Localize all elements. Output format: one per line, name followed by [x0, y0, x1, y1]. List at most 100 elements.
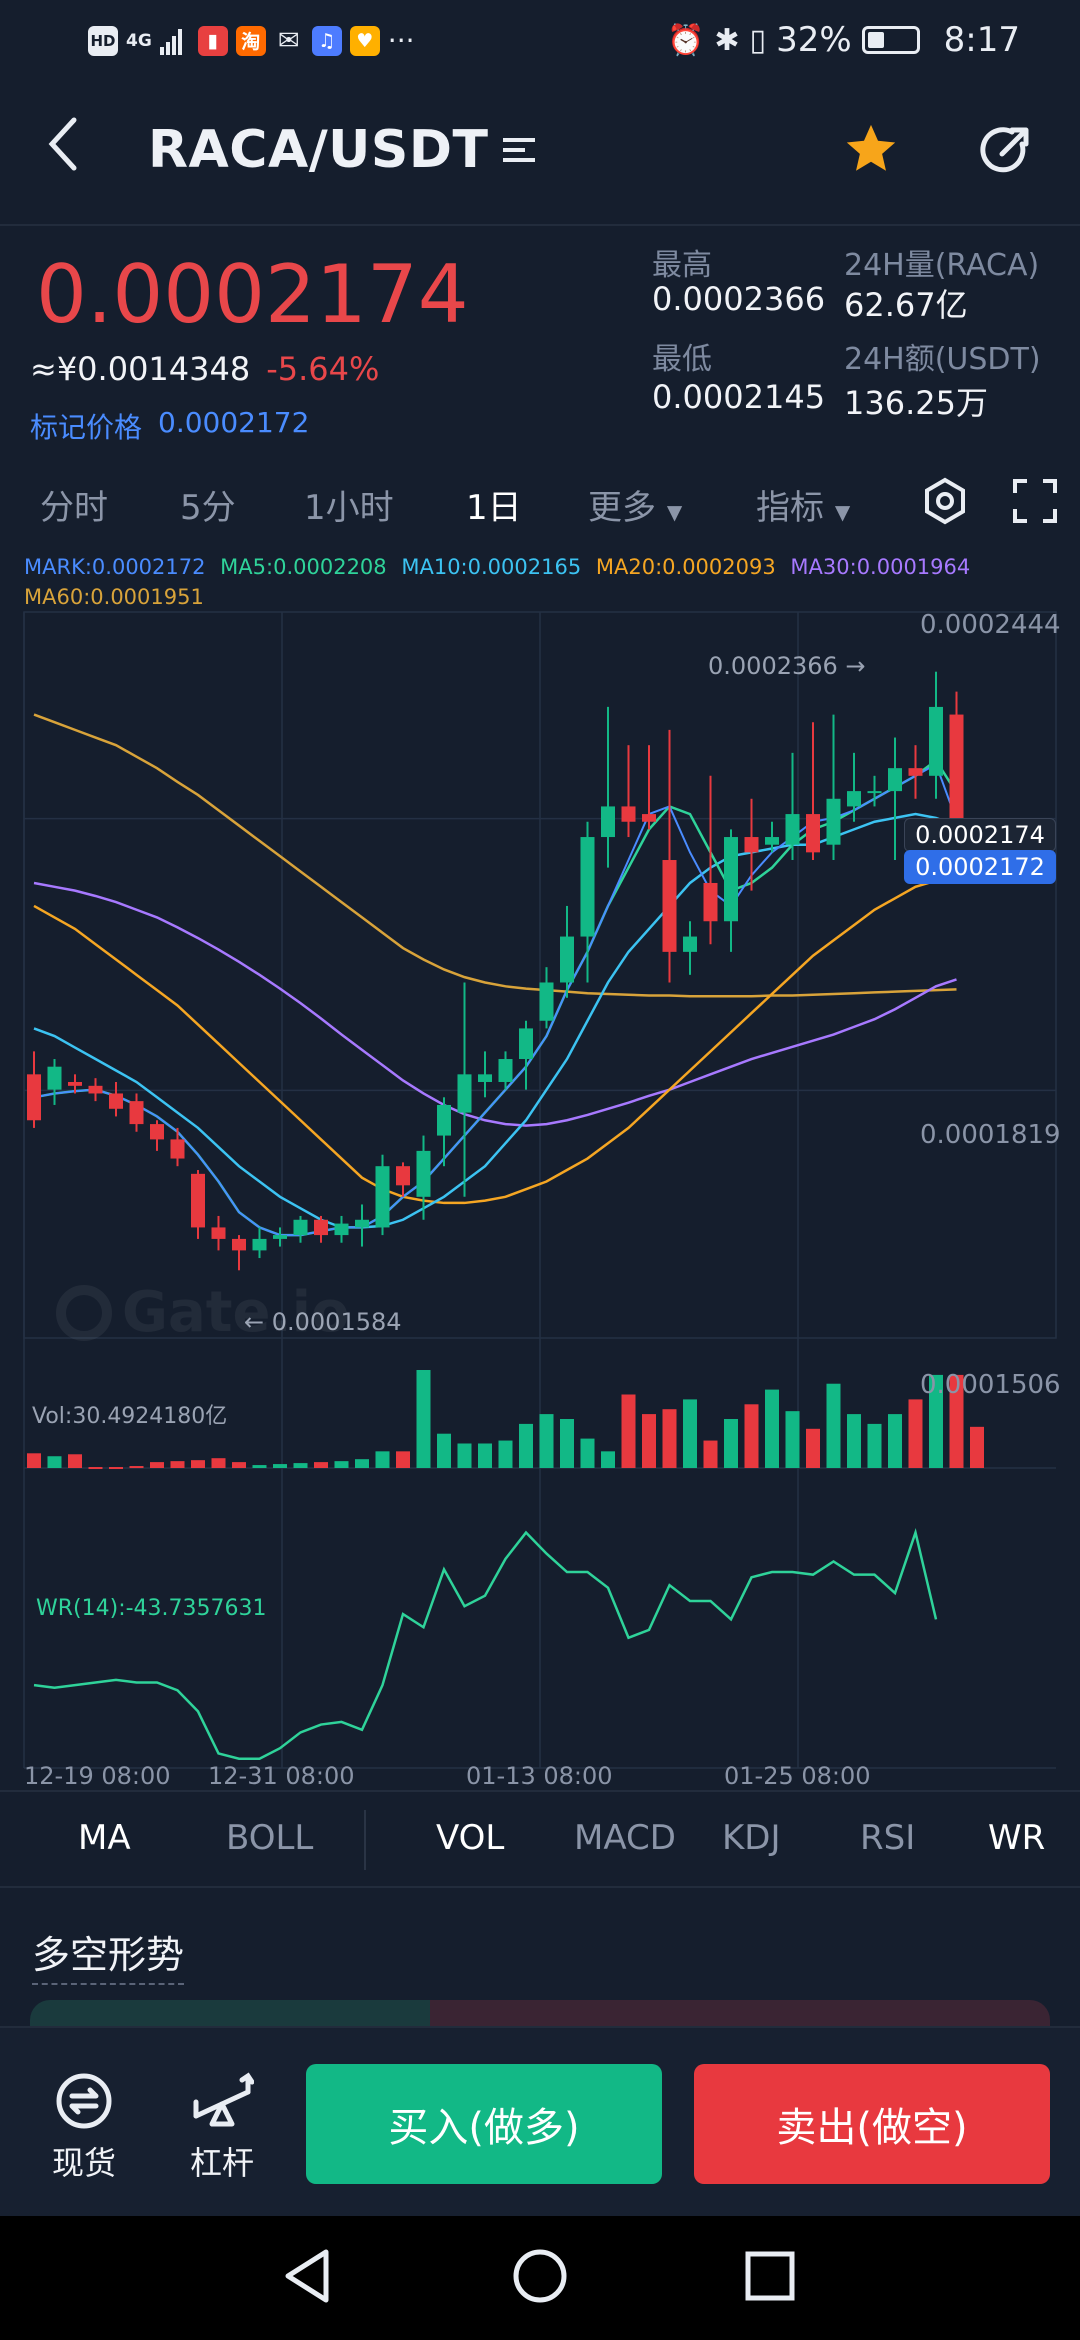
indicator-ma[interactable]: MA	[78, 1818, 131, 1858]
volume-bar	[273, 1464, 287, 1468]
volume-bar	[580, 1438, 595, 1468]
candle-body	[211, 1227, 226, 1239]
volume-bar	[27, 1453, 41, 1468]
candle-body	[908, 768, 923, 776]
battery-percent: 32%	[776, 20, 852, 60]
volume-bar	[314, 1462, 328, 1468]
square-recent-icon	[745, 2251, 795, 2301]
network-label: 4G	[126, 30, 152, 51]
status-bar: HD 4G ▮ 淘 ✉ ♫ ♥ ··· ⏰ ✱ ▯ 32% 8:17	[0, 0, 1080, 84]
chart-settings-button[interactable]	[920, 476, 970, 530]
volume-bar	[437, 1433, 451, 1468]
candle-body	[396, 1166, 410, 1186]
favorite-button[interactable]	[842, 120, 900, 182]
share-button[interactable]	[976, 122, 1034, 184]
cny-price: ≈¥0.0014348	[30, 350, 251, 388]
music-app-icon: ♫	[311, 25, 342, 56]
volume-bar	[416, 1370, 431, 1468]
tab-indicators[interactable]: 指标 ▼	[756, 480, 850, 529]
nav-recent-button[interactable]	[742, 2248, 798, 2308]
high-label: 最高	[652, 248, 712, 283]
candle-body	[539, 982, 554, 1021]
taobao-app-icon: 淘	[235, 25, 266, 56]
header-divider	[0, 224, 1080, 226]
triangle-back-icon	[285, 2249, 329, 2303]
volume-bar	[826, 1383, 841, 1468]
back-button[interactable]	[38, 114, 98, 174]
amount-24h-value: 136.25万	[844, 384, 988, 422]
volume-bar	[888, 1414, 902, 1468]
buy-long-button[interactable]: 买入(做多)	[306, 2064, 662, 2184]
tab-more[interactable]: 更多 ▼	[588, 480, 682, 529]
tab-1day[interactable]: 1日	[466, 488, 522, 528]
watermark-text: Gate.io	[122, 1280, 350, 1345]
indicator-boll[interactable]: BOLL	[226, 1818, 314, 1858]
back-arrow-icon	[48, 117, 77, 171]
wr-label: WR(14):-43.7357631	[36, 1596, 267, 1621]
volume-bar	[867, 1423, 882, 1468]
volume-24h-value: 62.67亿	[844, 286, 968, 324]
ma30-line	[33, 881, 957, 1127]
candlestick-chart[interactable]	[0, 600, 1080, 1800]
signal-icon	[159, 27, 182, 55]
candle-body	[867, 791, 882, 794]
volume-bar	[806, 1428, 820, 1468]
nav-back-button[interactable]	[280, 2246, 336, 2310]
vibrate-icon: ▯	[749, 22, 767, 58]
legend-ma5: MA5:0.0002208	[220, 555, 387, 579]
pair-selector[interactable]: RACA/USDT	[148, 120, 535, 180]
ma60-line	[33, 713, 957, 998]
candle-body	[27, 1074, 41, 1121]
indicator-kdj[interactable]: KDJ	[722, 1818, 781, 1858]
candle-body	[293, 1219, 308, 1236]
wechat-app-icon: ✉	[277, 25, 300, 56]
legend-ma10: MA10:0.0002165	[401, 555, 582, 579]
volume-bar	[211, 1458, 226, 1468]
fullscreen-button[interactable]	[1012, 478, 1058, 528]
candle-body	[191, 1173, 205, 1228]
volume-bar	[642, 1414, 656, 1468]
mark-price-tag: 0.0002172	[904, 850, 1056, 884]
low-value: 0.0002145	[652, 378, 826, 416]
candle-body	[314, 1219, 328, 1236]
indicator-rsi[interactable]: RSI	[860, 1818, 916, 1858]
spot-nav[interactable]: 现货	[36, 2072, 132, 2184]
y-axis-max: 0.0002444	[920, 610, 1061, 640]
gate-logo-icon	[56, 1284, 112, 1341]
volume-24h-label: 24H量(RACA)	[844, 248, 1040, 283]
volume-bar	[293, 1463, 308, 1468]
volume-bar	[170, 1461, 185, 1468]
ma20-line	[33, 879, 957, 1205]
tab-more-label: 更多	[588, 488, 656, 528]
volume-bar	[601, 1451, 615, 1468]
tab-1hour[interactable]: 1小时	[304, 488, 394, 528]
volume-bar	[150, 1462, 164, 1468]
sell-short-button[interactable]: 卖出(做空)	[694, 2064, 1050, 2184]
candle-body	[949, 714, 964, 819]
leverage-icon	[193, 2072, 255, 2127]
share-icon	[980, 127, 1029, 173]
long-short-bar-short	[430, 2000, 1050, 2026]
volume-bar	[498, 1440, 513, 1468]
tab-indicators-label: 指标	[756, 488, 824, 528]
indicator-vol[interactable]: VOL	[436, 1818, 505, 1858]
tab-timeline[interactable]: 分时	[40, 488, 108, 528]
mark-price-value: 0.0002172	[158, 406, 310, 439]
indicator-macd[interactable]: MACD	[574, 1818, 676, 1858]
indicator-wr[interactable]: WR	[988, 1818, 1046, 1858]
volume-bar	[744, 1404, 759, 1468]
candle-body	[375, 1166, 390, 1228]
y-axis-mid: 0.0001819	[920, 1120, 1061, 1150]
tab-5min[interactable]: 5分	[180, 488, 236, 528]
clock: 8:17	[943, 20, 1020, 60]
candle-body	[806, 814, 820, 853]
candle-body	[478, 1074, 492, 1082]
nav-home-button[interactable]	[510, 2246, 570, 2310]
margin-nav[interactable]: 杠杆	[174, 2072, 270, 2184]
volume-bar	[765, 1389, 779, 1468]
section-title[interactable]: 多空形势	[32, 1924, 185, 1985]
volume-bar	[396, 1451, 410, 1468]
volume-label: Vol:30.4924180亿	[32, 1404, 228, 1429]
low-label: 最低	[652, 342, 712, 377]
alarm-icon: ⏰	[667, 22, 705, 58]
